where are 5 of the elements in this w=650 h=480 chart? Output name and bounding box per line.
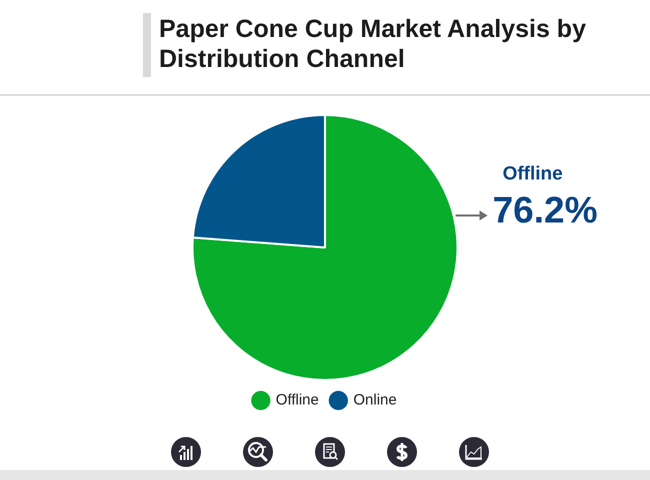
- slice-label: Offline: [502, 164, 563, 185]
- chart-title: Paper Cone Cup Market Analysis by Distribution Channel: [159, 14, 587, 74]
- data-label: 76.2%: [492, 190, 598, 231]
- legend-label: Offline: [276, 392, 319, 409]
- legend-label: Online: [353, 392, 397, 409]
